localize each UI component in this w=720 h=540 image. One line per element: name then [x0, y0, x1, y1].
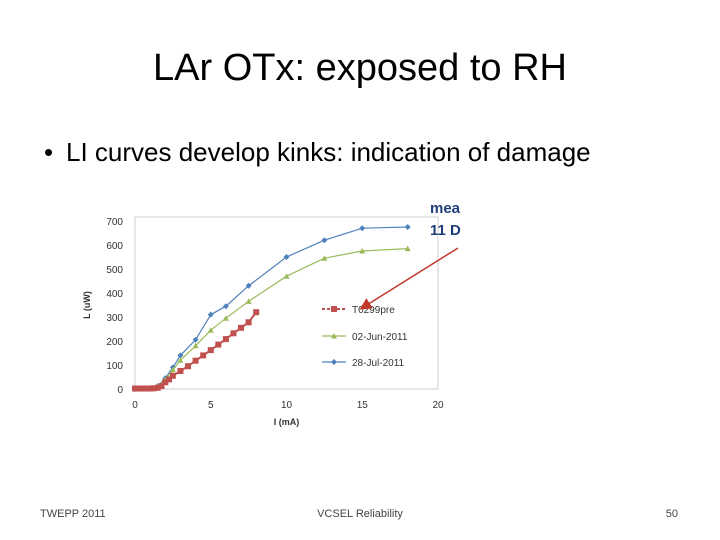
y-tick-label: 200: [106, 337, 123, 348]
data-point: [200, 352, 207, 359]
legend-label: 02-Jun-2011: [352, 332, 408, 343]
bullet-dot: •: [44, 137, 54, 167]
x-tick-label: 5: [208, 400, 214, 411]
data-point: [283, 254, 290, 260]
data-point: [177, 368, 184, 374]
data-point: [147, 385, 154, 392]
data-point: [359, 248, 366, 254]
data-point: [169, 372, 176, 379]
data-point: [404, 245, 411, 252]
legend-marker: [331, 306, 337, 312]
data-point: [230, 330, 237, 337]
annotation-line-2: 11 D: [430, 222, 461, 239]
x-axis-label: I (mA): [274, 417, 300, 427]
data-point: [222, 303, 229, 310]
data-point: [177, 352, 184, 359]
y-tick-label: 500: [106, 265, 123, 276]
x-tick-label: 20: [432, 400, 444, 411]
y-tick-label: 100: [106, 361, 123, 372]
data-point: [245, 298, 252, 304]
x-tick-label: 15: [357, 400, 369, 411]
data-point: [321, 237, 328, 244]
data-point: [321, 255, 328, 261]
footer-left: TWEPP 2011: [40, 508, 106, 520]
li-curve-chart: 0 100 200 300 400 500 600 700 0 5 10 15 20 I (mA) L (u…: [82, 216, 444, 427]
data-point: [162, 379, 169, 386]
data-point: [207, 327, 214, 333]
data-point: [222, 336, 229, 343]
data-point: [404, 224, 411, 230]
plot-area: [134, 216, 439, 390]
slide-title: LAr OTx: exposed to RH: [153, 47, 567, 89]
data-point: [192, 342, 199, 349]
y-tick-label: 600: [106, 241, 123, 252]
data-point: [207, 347, 214, 354]
data-point: [132, 385, 138, 392]
data-point: [158, 383, 165, 390]
x-tick-label: 10: [281, 400, 293, 411]
legend-label: 28-Jul-2011: [352, 358, 405, 369]
bullet-text: LI curves develop kinks: indication of d…: [66, 137, 591, 167]
data-point: [154, 384, 161, 391]
data-point: [177, 357, 184, 363]
cropped-annotation: mea 11 D: [430, 198, 470, 246]
data-point: [166, 376, 173, 383]
data-point: [215, 341, 222, 348]
footer-page-number: 50: [665, 508, 678, 520]
legend-label: T0299pre: [352, 305, 395, 316]
data-point: [143, 385, 150, 392]
data-point: [207, 311, 214, 318]
data-point: [139, 385, 146, 392]
annotation-line-1: mea: [430, 200, 461, 217]
data-point: [169, 366, 176, 373]
data-point: [245, 319, 252, 326]
data-point: [192, 357, 199, 364]
y-tick-label: 700: [106, 217, 123, 228]
data-point: [238, 324, 245, 331]
y-tick-label: 400: [106, 289, 123, 300]
data-point: [245, 282, 252, 289]
data-point: [222, 315, 229, 321]
footer-center: VCSEL Reliability: [317, 508, 403, 520]
data-point: [192, 336, 199, 343]
data-point: [283, 273, 290, 279]
bullet-point: • LI curves develop kinks: indication of …: [44, 134, 591, 170]
data-point: [359, 225, 366, 232]
legend-marker: [331, 333, 337, 339]
data-point: [135, 385, 142, 392]
x-tick-label: 0: [132, 400, 138, 411]
y-axis-label: L (uW): [82, 291, 92, 319]
legend-marker: [331, 359, 337, 365]
arrow-line: [359, 247, 459, 310]
y-tick-label: 0: [117, 385, 123, 396]
y-tick-label: 300: [106, 313, 123, 324]
data-point: [253, 309, 260, 316]
data-point: [150, 385, 157, 392]
data-point: [185, 363, 192, 370]
